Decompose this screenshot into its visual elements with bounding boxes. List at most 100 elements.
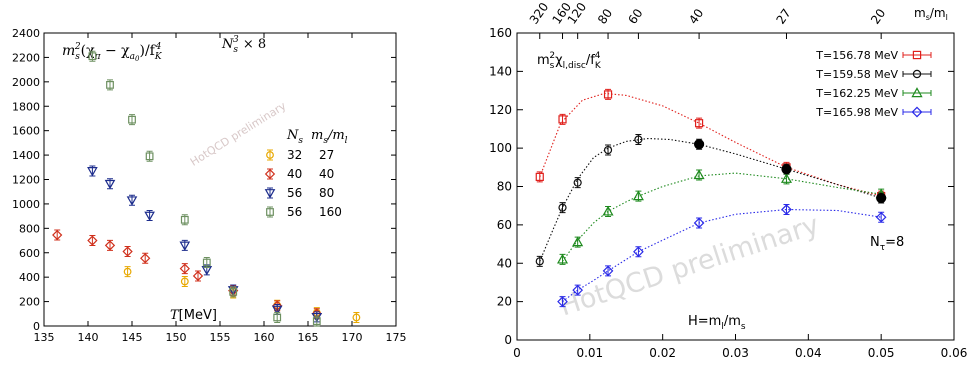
legend-ratio: 80: [319, 186, 334, 200]
data-point: [229, 287, 238, 296]
x-tick-label: 0.05: [868, 346, 895, 360]
y-tick-label: 200: [19, 296, 40, 309]
left-legend-entry: 40 40: [264, 167, 334, 181]
data-point: [557, 296, 568, 307]
x-tick-label: 145: [122, 331, 143, 344]
y-tick-label: 400: [19, 271, 40, 284]
data-point: [572, 236, 584, 247]
data-point: [602, 265, 614, 277]
right-highlighted-points: [693, 139, 887, 204]
x-tick-label: 0.01: [576, 346, 603, 360]
y-tick-label: 0: [504, 333, 512, 347]
data-point: [558, 203, 567, 212]
left-series-0: [123, 266, 361, 323]
data-point: [602, 205, 614, 216]
data-point: [87, 167, 98, 177]
highlighted-point: [693, 139, 705, 150]
x-tick-label: 155: [210, 331, 231, 344]
left-legend: 32 27 40 40 56 80 56 160: [264, 148, 342, 219]
data-point: [556, 253, 569, 264]
left-title: ms2(χπ − χa0)/fK4: [62, 42, 163, 63]
legend-errbar: [902, 109, 932, 115]
legend-ratio: 27: [319, 148, 334, 162]
data-point: [88, 52, 97, 61]
left-legend-entry: 56 80: [264, 186, 334, 200]
y-tick-label: 160: [489, 26, 512, 40]
data-point: [126, 196, 138, 206]
legend-ns: 32: [287, 148, 302, 162]
y-tick-label: 2200: [12, 51, 40, 64]
y-tick-label: 2000: [12, 76, 40, 89]
data-point: [693, 217, 705, 229]
y-tick-label: 1000: [12, 198, 40, 211]
legend-label: T=165.98 MeV: [815, 106, 898, 119]
top-tick-label: 80: [595, 6, 615, 27]
x-tick-label: 0.03: [722, 346, 749, 360]
y-tick-label: 20: [497, 295, 512, 309]
left-legend-header: Ns ms/ml: [286, 128, 348, 146]
top-tick-label: 60: [625, 6, 645, 27]
x-tick-label: 165: [298, 331, 319, 344]
data-point: [693, 169, 705, 180]
y-tick-label: 1400: [12, 149, 40, 162]
data-point: [780, 173, 793, 183]
data-point: [875, 211, 887, 223]
data-point: [573, 178, 582, 187]
x-tick-label: 160: [254, 331, 275, 344]
legend-label: T=162.25 MeV: [815, 87, 898, 100]
right-legend-entry: T=162.25 MeV: [815, 87, 932, 100]
right-x-axis-label: H=ml/ms: [688, 314, 746, 332]
legend-label: T=156.78 MeV: [815, 49, 898, 62]
y-tick-label: 120: [489, 103, 512, 117]
data-point: [179, 263, 190, 274]
x-tick-label: 170: [342, 331, 363, 344]
data-point: [603, 145, 613, 155]
left-watermark: HotQCD preliminary: [188, 99, 289, 169]
data-point: [535, 257, 544, 266]
data-point: [87, 235, 98, 246]
data-point: [144, 211, 155, 222]
y-tick-label: 1600: [12, 125, 40, 138]
legend-marker: [911, 87, 923, 98]
data-point: [180, 215, 189, 224]
legend-marker: [912, 69, 922, 79]
legend-ns: 56: [287, 186, 302, 200]
y-tick-label: 40: [497, 256, 512, 270]
x-tick-label: 175: [386, 331, 407, 344]
right-legend-entry: T=165.98 MeV: [815, 106, 932, 119]
data-point: [558, 115, 567, 124]
data-point: [603, 90, 613, 99]
data-point: [535, 172, 544, 182]
y-tick-label: 1800: [12, 100, 40, 113]
left-plot-frame: [43, 32, 397, 327]
data-point: [632, 190, 644, 201]
right-legend: T=156.78 MeV T=159.58 MeV T=162.25 MeV T=16…: [815, 49, 932, 119]
top-tick-label: 27: [773, 6, 793, 27]
legend-marker: [264, 189, 276, 199]
right-x-ticks: 0 0.01 0.02 0.03 0.04 0.05 0.06: [513, 334, 967, 360]
data-point: [273, 313, 282, 322]
data-point: [312, 317, 321, 326]
data-point: [781, 204, 792, 215]
left-series-3: [88, 50, 321, 327]
left-series: [52, 50, 361, 327]
error-bar: [635, 246, 642, 258]
legend-marker: [911, 106, 923, 118]
legend-marker: [912, 50, 922, 60]
y-tick-label: 140: [489, 64, 512, 78]
left-legend-entry: 56 160: [266, 205, 342, 219]
data-point: [104, 179, 116, 190]
x-tick-label: 0.06: [941, 346, 968, 360]
data-point: [634, 135, 643, 144]
y-tick-label: 0: [33, 320, 40, 333]
legend-ns: 40: [287, 167, 302, 181]
legend-errbar: [902, 90, 932, 96]
data-point: [106, 80, 114, 89]
legend-ratio: 40: [319, 167, 334, 181]
y-tick-label: 1200: [12, 174, 40, 187]
y-tick-label: 800: [19, 222, 40, 235]
data-point: [202, 258, 211, 267]
right-series: [535, 88, 887, 308]
right-series-3: [557, 204, 887, 308]
data-point: [122, 246, 133, 257]
